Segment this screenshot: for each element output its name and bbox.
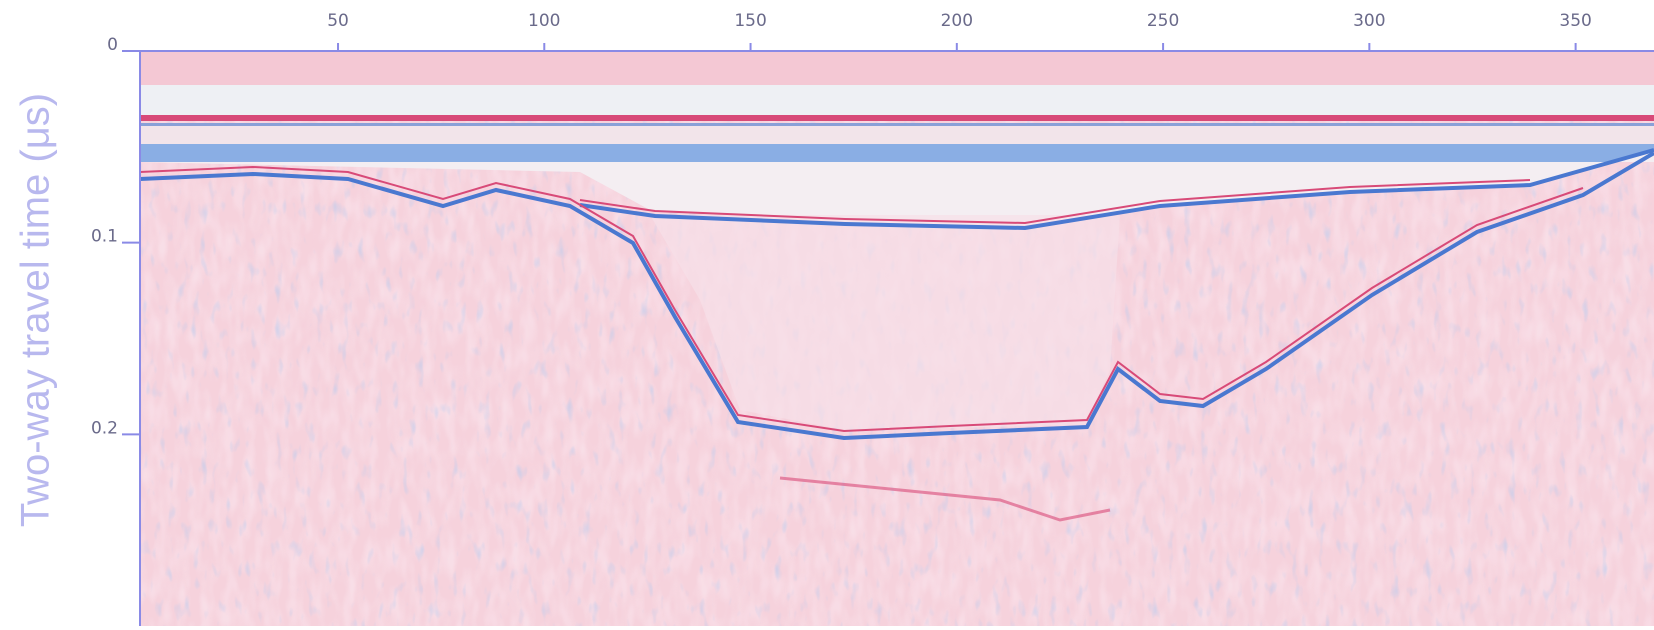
y-tick-label: 0.1 — [91, 227, 118, 247]
x-tick-label: 300 — [1353, 11, 1385, 31]
x-tick-label: 250 — [1147, 11, 1179, 31]
x-tick-label: 350 — [1559, 11, 1591, 31]
x-tick-label: 150 — [734, 11, 766, 31]
y-tick-label: 0 — [107, 35, 118, 55]
y-tick-label: 0.2 — [91, 418, 118, 438]
y-axis-label: Two-way travel time (μs) — [14, 93, 58, 527]
x-tick-label: 100 — [528, 11, 560, 31]
radargram-image — [140, 51, 1654, 626]
x-tick-label: 50 — [327, 11, 349, 31]
x-tick-label: 200 — [941, 11, 973, 31]
